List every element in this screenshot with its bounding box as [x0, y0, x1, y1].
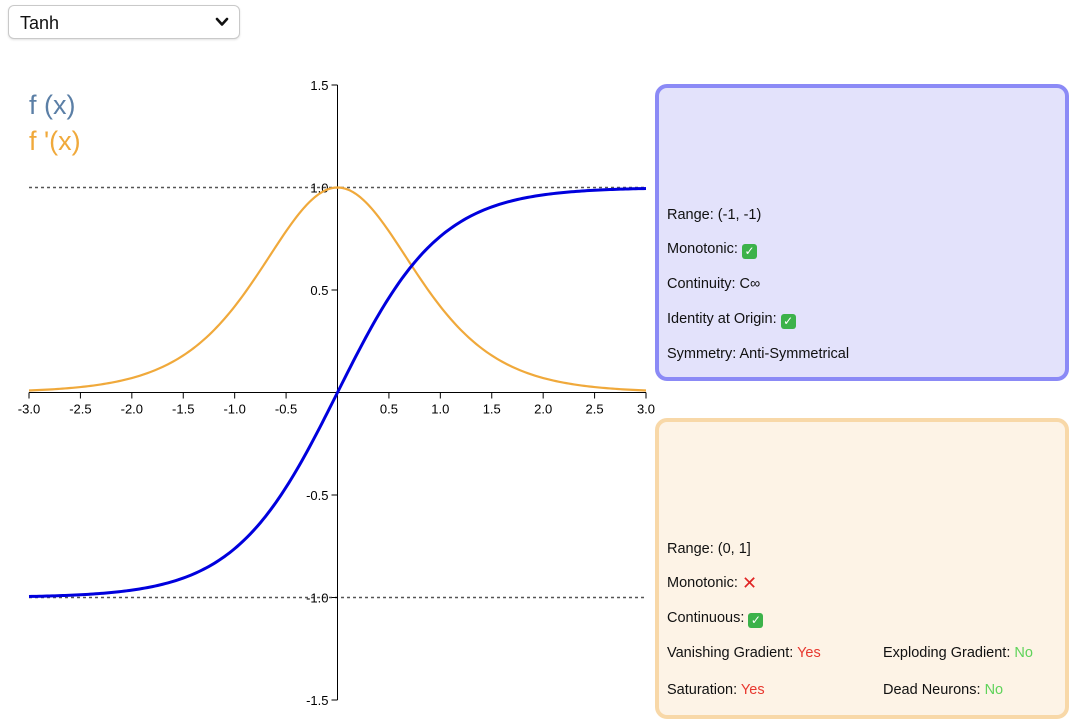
- x-tick-label: -2.5: [69, 402, 91, 417]
- saturation: Saturation: Yes: [667, 682, 765, 698]
- derivative-properties-panel: Range: (0, 1] Monotonic: ✕ Continuous: ✓…: [655, 418, 1069, 719]
- function-properties-panel: Range: (-1, -1) Monotonic: ✓ Continuity:…: [655, 84, 1069, 381]
- check-icon: ✓: [780, 314, 796, 329]
- check-icon: ✓: [748, 613, 764, 628]
- cross-icon: ✕: [741, 573, 758, 594]
- legend-f: f (x): [29, 90, 76, 120]
- function-monotonic-label: Monotonic:: [667, 241, 738, 257]
- y-tick-label: -0.5: [306, 488, 328, 503]
- chevron-down-icon: [215, 17, 229, 26]
- dead-neurons: Dead Neurons: No: [883, 682, 1003, 698]
- y-tick-label: 0.5: [310, 283, 328, 298]
- exploding-gradient: Exploding Gradient: No: [883, 645, 1033, 661]
- function-range: Range: (-1, -1): [667, 207, 762, 223]
- function-identity-label: Identity at Origin:: [667, 311, 777, 327]
- x-tick-label: 1.0: [431, 402, 449, 417]
- vanishing-gradient-label: Vanishing Gradient:: [667, 645, 794, 661]
- dead-neurons-value: No: [984, 682, 1004, 698]
- x-tick-label: -3.0: [18, 402, 40, 417]
- x-tick-label: 0.5: [380, 402, 398, 417]
- activation-function-select-value: Tanh: [20, 13, 60, 33]
- check-icon: ✓: [741, 244, 757, 259]
- chart-series: [28, 186, 647, 598]
- derivative-range: Range: (0, 1]: [667, 541, 751, 557]
- x-tick-label: -1.0: [223, 402, 245, 417]
- derivative-monotonic-label: Monotonic:: [667, 575, 738, 591]
- activation-chart: -3.0 -2.5 -2.0 -1.5 -1.0 -0.5 0.5 1.0 1.5 2.0 2.5 3…: [18, 78, 655, 708]
- x-tick-label: 2.0: [534, 402, 552, 417]
- chart-axes: -3.0 -2.5 -2.0 -1.5 -1.0 -0.5 0.5 1.0 1.5 2.0 2.5 3…: [18, 78, 655, 708]
- f-series-line: [28, 187, 647, 598]
- saturation-label: Saturation:: [667, 682, 738, 698]
- function-continuity: Continuity: C∞: [667, 276, 761, 292]
- derivative-monotonic: Monotonic: ✕: [667, 573, 758, 594]
- y-tick-label: 1.5: [310, 78, 328, 93]
- x-tick-label: 1.5: [483, 402, 501, 417]
- x-tick-label: -1.5: [172, 402, 194, 417]
- fprime-series-line: [28, 186, 647, 392]
- y-tick-label: -1.5: [306, 693, 328, 708]
- function-symmetry: Symmetry: Anti-Symmetrical: [667, 346, 850, 362]
- function-identity-at-origin: Identity at Origin: ✓: [667, 311, 796, 329]
- vanishing-gradient: Vanishing Gradient: Yes: [667, 645, 821, 661]
- derivative-continuous: Continuous: ✓: [667, 610, 764, 628]
- legend-fprime: f '(x): [29, 126, 81, 156]
- exploding-gradient-value: No: [1014, 645, 1033, 661]
- saturation-value: Yes: [740, 682, 765, 698]
- x-tick-label: 2.5: [586, 402, 604, 417]
- vanishing-gradient-value: Yes: [797, 645, 821, 661]
- y-tick-label: -1.0: [306, 591, 328, 606]
- exploding-gradient-label: Exploding Gradient:: [883, 645, 1011, 661]
- function-monotonic: Monotonic: ✓: [667, 241, 757, 259]
- x-tick-label: -2.0: [121, 402, 143, 417]
- derivative-continuous-label: Continuous:: [667, 610, 745, 626]
- x-tick-label: -0.5: [275, 402, 297, 417]
- x-tick-label: 3.0: [637, 402, 655, 417]
- dead-neurons-label: Dead Neurons:: [883, 682, 981, 698]
- activation-function-select[interactable]: Tanh: [8, 5, 240, 39]
